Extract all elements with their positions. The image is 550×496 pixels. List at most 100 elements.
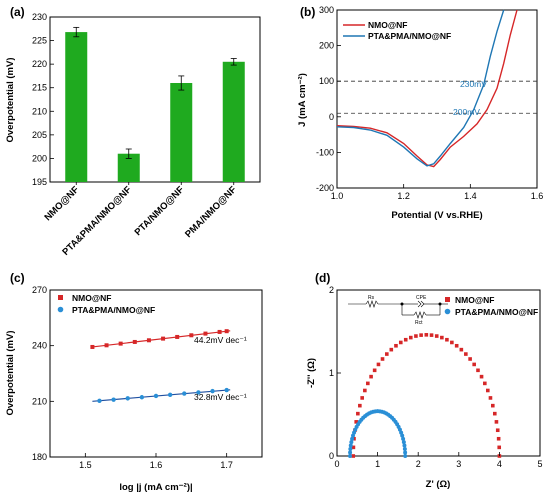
data-point bbox=[389, 347, 394, 352]
data-point bbox=[399, 430, 404, 435]
data-point bbox=[440, 335, 444, 340]
data-point bbox=[196, 390, 201, 395]
y-tick-label: 240 bbox=[32, 341, 47, 351]
y-tick-label: 180 bbox=[32, 452, 47, 462]
x-tick-label: 1.7 bbox=[220, 460, 233, 470]
legend-pta-pma: PTA&PMA/NMO@NF bbox=[72, 305, 155, 315]
data-point bbox=[348, 450, 353, 455]
data-point bbox=[351, 445, 356, 450]
data-point bbox=[90, 344, 95, 349]
y-tick-label: 1 bbox=[329, 368, 334, 378]
data-point bbox=[398, 340, 403, 345]
resistor-rs-icon bbox=[365, 300, 379, 308]
x-tick-label: 2 bbox=[416, 459, 421, 469]
panel-c-frame bbox=[49, 289, 263, 458]
annotation-230mv: 230mV bbox=[460, 79, 487, 89]
panel-b: (b) -200 -100 0 100 200 300 1.0 1.2 1.4 1.6 230m… bbox=[297, 5, 543, 221]
x-tick-label: 1.6 bbox=[150, 460, 163, 470]
data-point bbox=[479, 374, 484, 379]
data-point bbox=[394, 343, 398, 348]
data-point bbox=[217, 329, 222, 334]
legend-marker-nmo bbox=[58, 295, 63, 300]
data-point bbox=[354, 420, 359, 424]
data-point bbox=[203, 331, 208, 336]
panel-a-frame bbox=[49, 16, 261, 183]
x-tick-label: 1 bbox=[375, 459, 380, 469]
data-point bbox=[403, 454, 408, 458]
annotation-200mv: 200mV bbox=[453, 107, 480, 117]
data-point bbox=[372, 368, 377, 373]
y-tick-label: 210 bbox=[32, 106, 47, 116]
data-point bbox=[125, 396, 130, 401]
bar bbox=[170, 83, 193, 182]
legend-nmo: NMO@NF bbox=[72, 293, 111, 303]
data-point bbox=[450, 340, 454, 345]
data-point bbox=[111, 397, 116, 402]
legend-marker-pta-pma bbox=[57, 306, 64, 313]
data-point bbox=[445, 337, 449, 342]
panel-c-xlabel: log |j (mA cm⁻²)| bbox=[119, 482, 192, 493]
slope-label-nmo: 44.2mV dec⁻¹ bbox=[194, 335, 247, 345]
data-point bbox=[424, 333, 429, 337]
y-tick-label: 2 bbox=[329, 285, 334, 295]
data-point bbox=[459, 347, 464, 352]
data-point bbox=[434, 334, 439, 338]
y-tick-label: 200 bbox=[32, 153, 47, 163]
data-point bbox=[182, 391, 187, 396]
y-tick-label: 230 bbox=[32, 12, 47, 22]
data-point bbox=[118, 341, 123, 346]
slope-label-pta-pma: 32.8mV dec⁻¹ bbox=[194, 392, 247, 402]
data-point bbox=[401, 440, 406, 445]
x-tick-label: 1.0 bbox=[331, 191, 344, 201]
data-point bbox=[348, 446, 353, 451]
data-point bbox=[402, 443, 407, 448]
legend-pta-pma: PTA&PMA/NMO@NF bbox=[455, 307, 538, 317]
x-tick-label: 1.4 bbox=[464, 191, 477, 201]
y-tick-label: 210 bbox=[32, 396, 47, 406]
legend-marker-nmo bbox=[445, 297, 450, 302]
data-point bbox=[419, 333, 423, 337]
y-tick-label: 215 bbox=[32, 83, 47, 93]
panel-b-legend: NMO@NF PTA&PMA/NMO@NF bbox=[343, 20, 451, 41]
resistor-rct-icon bbox=[413, 311, 427, 319]
data-point bbox=[358, 403, 362, 408]
x-tick-label: 3 bbox=[456, 459, 461, 469]
panel-b-xlabel: Potential (V vs.RHE) bbox=[391, 210, 482, 221]
y-tick-label: 220 bbox=[32, 59, 47, 69]
data-point bbox=[490, 403, 495, 408]
y-tick-label: 205 bbox=[32, 130, 47, 140]
data-point bbox=[401, 436, 406, 441]
data-point bbox=[175, 334, 180, 339]
data-point bbox=[403, 337, 408, 342]
data-point bbox=[488, 396, 493, 400]
legend-pta-pma: PTA&PMA/NMO@NF bbox=[368, 31, 451, 41]
data-point bbox=[468, 357, 472, 361]
data-point bbox=[376, 362, 381, 367]
bar bbox=[117, 153, 140, 182]
data-point bbox=[492, 411, 497, 416]
bar bbox=[222, 61, 245, 182]
data-point bbox=[380, 357, 385, 361]
data-point bbox=[385, 352, 389, 356]
data-point bbox=[497, 445, 502, 450]
panel-d-label: (d) bbox=[315, 271, 330, 285]
data-point bbox=[351, 454, 356, 458]
panel-c: (c) 180 210 240 270 1.5 1.6 1.7 NMO@NF PTA&PM… bbox=[5, 271, 263, 493]
data-point bbox=[350, 436, 355, 441]
category-label: NMO@NF bbox=[42, 184, 81, 223]
data-point bbox=[494, 420, 499, 424]
equivalent-circuit-inset: Rs CPE Rct bbox=[348, 295, 448, 326]
bar bbox=[65, 32, 88, 183]
panel-c-label: (c) bbox=[10, 271, 25, 285]
y-tick-label: 0 bbox=[329, 112, 334, 122]
x-tick-label: 0 bbox=[334, 459, 339, 469]
circuit-label-rs: Rs bbox=[368, 295, 375, 301]
data-point bbox=[351, 433, 356, 438]
data-point bbox=[153, 393, 159, 399]
series-line-pta-pma bbox=[336, 9, 505, 167]
data-point bbox=[485, 388, 490, 393]
data-point bbox=[496, 436, 501, 441]
data-point bbox=[403, 450, 408, 455]
